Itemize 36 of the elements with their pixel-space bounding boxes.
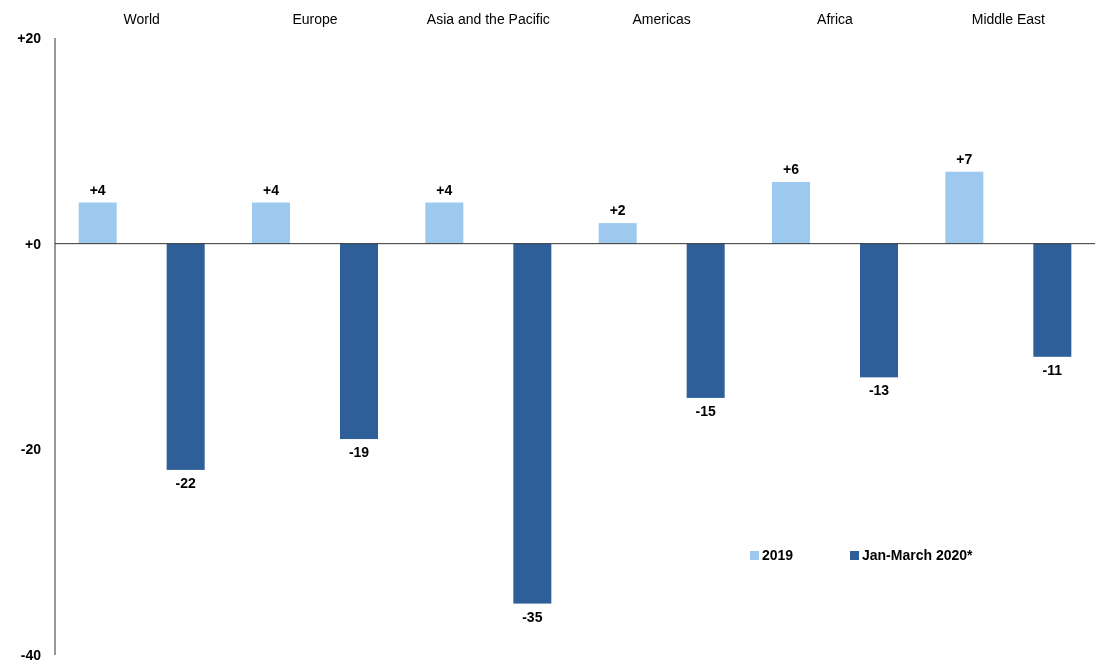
bar bbox=[166, 243, 205, 470]
x-tick-label: Americas bbox=[632, 11, 691, 27]
data-label: -13 bbox=[868, 382, 890, 399]
data-label: +2 bbox=[609, 202, 626, 219]
bar bbox=[340, 243, 378, 440]
data-label: +4 bbox=[436, 181, 453, 198]
y-tick-label: +20 bbox=[17, 30, 42, 46]
x-tick-label: Asia and the Pacific bbox=[426, 11, 550, 27]
x-tick-label: Middle East bbox=[971, 11, 1046, 27]
y-tick-label: +0 bbox=[25, 235, 42, 252]
legend-label: Jan-March 2020* bbox=[862, 547, 974, 563]
data-label: -15 bbox=[695, 402, 716, 419]
bar bbox=[252, 202, 290, 244]
data-label: +6 bbox=[783, 160, 800, 177]
data-label: -11 bbox=[1042, 361, 1063, 378]
x-tick-label: World bbox=[123, 11, 160, 27]
data-label: +7 bbox=[956, 150, 973, 167]
legend-label: 2019 bbox=[762, 547, 794, 563]
bar bbox=[945, 171, 984, 244]
bar bbox=[425, 202, 464, 244]
x-tick-label: Europe bbox=[292, 11, 338, 27]
bar bbox=[1033, 243, 1072, 357]
bar bbox=[860, 243, 898, 378]
bar bbox=[78, 202, 117, 244]
data-label: +4 bbox=[263, 181, 280, 198]
y-tick-label: -40 bbox=[20, 647, 42, 662]
bar bbox=[598, 223, 637, 244]
x-tick-label: Africa bbox=[817, 11, 854, 27]
bar bbox=[772, 181, 810, 244]
data-label: +4 bbox=[89, 181, 106, 198]
data-label: -22 bbox=[175, 474, 196, 491]
data-label: -19 bbox=[348, 444, 370, 461]
bar bbox=[686, 243, 725, 398]
y-tick-label: -20 bbox=[20, 441, 42, 458]
data-label: -35 bbox=[522, 608, 543, 625]
bar bbox=[513, 243, 552, 604]
